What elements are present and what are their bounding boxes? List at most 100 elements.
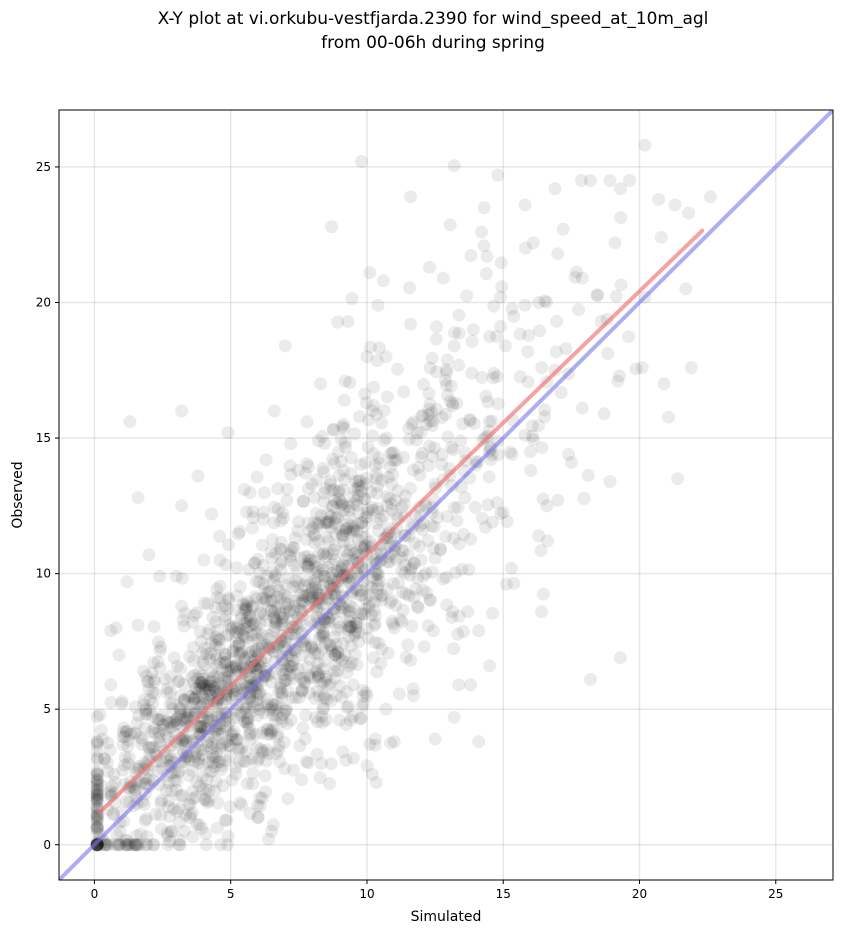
scatter-point xyxy=(242,647,256,661)
scatter-point xyxy=(285,691,299,704)
scatter-point xyxy=(353,458,367,472)
scatter-point xyxy=(154,808,168,822)
scatter-point xyxy=(139,838,153,852)
scatter-point xyxy=(350,658,364,672)
scatter-point xyxy=(275,715,289,728)
scatter-point xyxy=(231,741,245,755)
scatter-point xyxy=(90,821,104,835)
scatter-point xyxy=(300,755,313,769)
scatter-point xyxy=(219,687,233,700)
scatter-point xyxy=(270,730,284,744)
scatter-point xyxy=(541,534,554,548)
scatter-point xyxy=(439,378,453,392)
scatter-point xyxy=(244,671,258,684)
scatter-point xyxy=(140,675,154,689)
scatter-point xyxy=(375,588,389,602)
scatter-point xyxy=(404,317,418,331)
scatter-point xyxy=(375,593,389,607)
scatter-point xyxy=(266,723,280,737)
scatter-point xyxy=(369,776,383,790)
scatter-point xyxy=(435,411,449,424)
scatter-point xyxy=(149,807,162,821)
scatter-point xyxy=(313,559,327,573)
scatter-point xyxy=(154,640,168,654)
scatter-point xyxy=(358,492,372,506)
scatter-point xyxy=(327,664,341,678)
scatter-point xyxy=(187,691,201,705)
scatter-point xyxy=(583,672,597,686)
scatter-point xyxy=(300,574,314,588)
scatter-point xyxy=(326,452,340,466)
scatter-point xyxy=(457,527,471,541)
scatter-point xyxy=(314,509,328,523)
scatter-point xyxy=(259,614,273,628)
scatter-point xyxy=(361,440,375,454)
scatter-point xyxy=(474,225,488,239)
scatter-point xyxy=(518,198,532,212)
scatter-point xyxy=(303,653,317,667)
scatter-point xyxy=(90,822,104,836)
scatter-point xyxy=(380,499,394,513)
scatter-point xyxy=(120,834,134,848)
scatter-point xyxy=(251,811,265,825)
scatter-point xyxy=(204,665,218,679)
scatter-point xyxy=(267,640,281,654)
scatter-point xyxy=(142,675,156,689)
scatter-point xyxy=(324,484,338,498)
scatter-point xyxy=(204,636,218,650)
scatter-point xyxy=(285,672,299,686)
scatter-point xyxy=(339,753,353,767)
scatter-point xyxy=(323,777,336,790)
scatter-point xyxy=(218,647,232,661)
scatter-point xyxy=(380,490,394,503)
scatter-point xyxy=(137,664,150,678)
scatter-point xyxy=(276,506,289,520)
scatter-point xyxy=(372,451,386,465)
scatter-point xyxy=(351,533,365,547)
scatter-point xyxy=(280,482,294,496)
scatter-point xyxy=(344,543,357,557)
scatter-point xyxy=(342,574,356,588)
scatter-point xyxy=(169,713,183,727)
scatter-point xyxy=(535,361,549,375)
scatter-point xyxy=(319,673,333,687)
scatter-point xyxy=(160,714,174,728)
scatter-point xyxy=(279,578,293,592)
scatter-point xyxy=(175,499,189,513)
scatter-point xyxy=(237,754,251,768)
scatter-point xyxy=(365,539,379,553)
scatter-point xyxy=(222,593,236,607)
scatter-point xyxy=(354,480,368,494)
scatter-point xyxy=(142,682,156,696)
scatter-point xyxy=(554,386,568,399)
scatter-point xyxy=(344,713,358,727)
scatter-point xyxy=(161,800,175,814)
scatter-point xyxy=(404,190,418,204)
scatter-point xyxy=(113,816,127,830)
scatter-point xyxy=(401,548,415,562)
scatter-point xyxy=(108,775,122,789)
scatter-points xyxy=(90,138,717,852)
scatter-point xyxy=(250,592,264,606)
scatter-point xyxy=(250,632,264,646)
scatter-point xyxy=(107,767,121,781)
scatter-point xyxy=(187,675,201,689)
scatter-point xyxy=(435,448,449,462)
scatter-point xyxy=(301,549,315,563)
scatter-point xyxy=(145,666,159,680)
scatter-point xyxy=(270,590,284,604)
scatter-point xyxy=(269,616,283,630)
scatter-point xyxy=(199,782,213,796)
scatter-point xyxy=(221,722,235,736)
scatter-point xyxy=(397,451,410,464)
scatter-point xyxy=(228,733,242,747)
scatter-point xyxy=(233,755,246,769)
scatter-point xyxy=(139,669,153,683)
scatter-point xyxy=(230,589,244,603)
scatter-point xyxy=(167,651,181,665)
scatter-point xyxy=(90,744,104,758)
scatter-point xyxy=(277,618,291,632)
scatter-point xyxy=(243,609,257,623)
scatter-point xyxy=(321,507,335,521)
scatter-point xyxy=(223,739,237,753)
